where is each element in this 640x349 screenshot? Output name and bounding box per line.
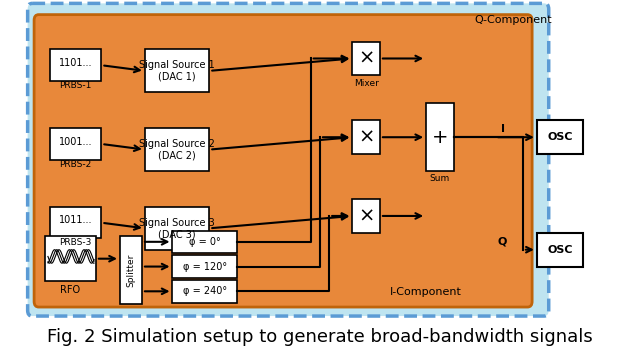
FancyBboxPatch shape (45, 236, 96, 281)
Text: +: + (431, 128, 448, 147)
Text: PRBS-1: PRBS-1 (60, 81, 92, 90)
FancyBboxPatch shape (28, 3, 548, 316)
Text: ×: × (358, 128, 374, 147)
FancyBboxPatch shape (145, 128, 209, 171)
Text: Q-Component: Q-Component (475, 15, 552, 25)
Text: Signal Source 1
(DAC 1): Signal Source 1 (DAC 1) (139, 60, 215, 82)
FancyBboxPatch shape (537, 233, 583, 267)
FancyBboxPatch shape (172, 231, 237, 253)
Text: Splitter: Splitter (127, 253, 136, 287)
FancyBboxPatch shape (426, 103, 454, 171)
Text: Q: Q (498, 237, 508, 247)
Text: Fig. 2 Simulation setup to generate broad-bandwidth signals: Fig. 2 Simulation setup to generate broa… (47, 328, 593, 347)
Text: 1001...: 1001... (59, 137, 92, 147)
Text: RFO: RFO (60, 285, 80, 295)
Text: Sum: Sum (430, 174, 450, 183)
FancyBboxPatch shape (50, 128, 101, 160)
FancyBboxPatch shape (352, 42, 380, 75)
FancyBboxPatch shape (34, 15, 532, 307)
Text: ×: × (358, 49, 374, 68)
FancyBboxPatch shape (145, 207, 209, 250)
Text: OSC: OSC (547, 245, 573, 255)
Text: Signal Source 3
(DAC 3): Signal Source 3 (DAC 3) (139, 217, 215, 239)
Text: φ = 0°: φ = 0° (189, 237, 221, 247)
FancyBboxPatch shape (537, 120, 583, 154)
FancyBboxPatch shape (50, 207, 101, 238)
FancyBboxPatch shape (120, 236, 142, 304)
FancyBboxPatch shape (50, 50, 101, 81)
Text: 1101...: 1101... (59, 58, 92, 68)
Text: PRBS-3: PRBS-3 (60, 238, 92, 247)
Text: φ = 120°: φ = 120° (182, 261, 227, 272)
Text: Signal Source 2
(DAC 2): Signal Source 2 (DAC 2) (139, 139, 215, 161)
Text: I-Component: I-Component (390, 288, 462, 297)
Text: ×: × (358, 207, 374, 225)
Text: OSC: OSC (547, 132, 573, 142)
FancyBboxPatch shape (172, 280, 237, 303)
Text: Mixer: Mixer (354, 79, 378, 88)
Text: I: I (500, 124, 504, 134)
Text: 1011...: 1011... (59, 215, 92, 225)
FancyBboxPatch shape (352, 120, 380, 154)
FancyBboxPatch shape (145, 50, 209, 92)
FancyBboxPatch shape (352, 199, 380, 233)
FancyBboxPatch shape (172, 255, 237, 278)
Text: φ = 240°: φ = 240° (182, 286, 227, 296)
Text: PRBS-2: PRBS-2 (60, 160, 92, 169)
